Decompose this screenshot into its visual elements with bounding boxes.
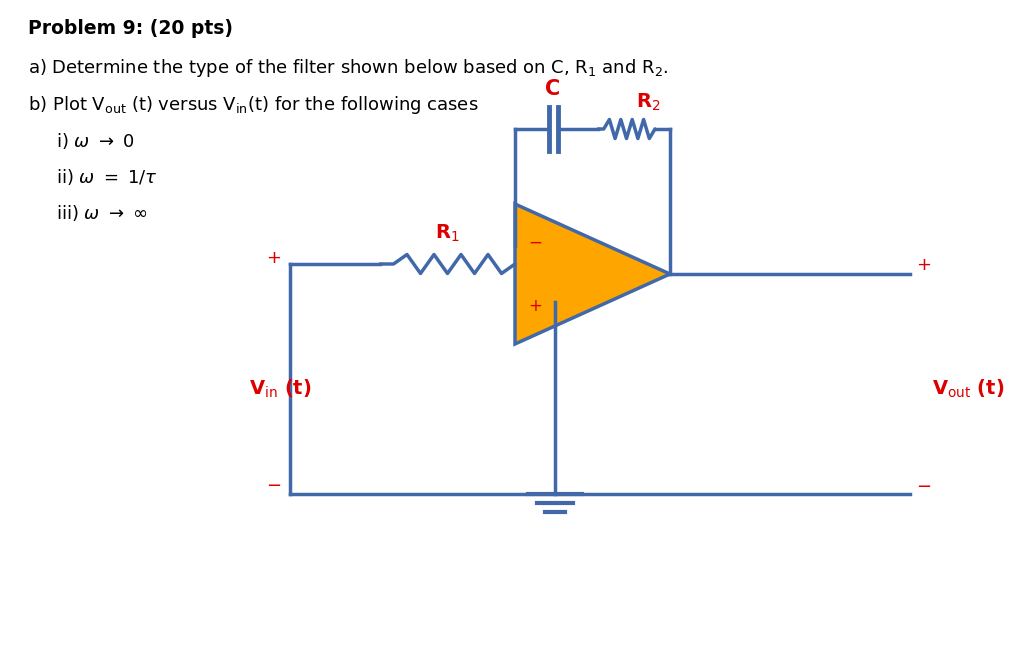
- Text: $+$: $+$: [266, 249, 282, 267]
- Text: R$_2$: R$_2$: [636, 92, 660, 113]
- Text: iii) $\omega$ $\rightarrow$ $\infty$: iii) $\omega$ $\rightarrow$ $\infty$: [56, 203, 147, 223]
- Text: Problem 9: (20 pts): Problem 9: (20 pts): [28, 19, 233, 38]
- Text: $-$: $-$: [528, 233, 542, 251]
- Text: $-$: $-$: [916, 476, 932, 494]
- Text: i) $\omega$ $\rightarrow$ 0: i) $\omega$ $\rightarrow$ 0: [56, 131, 134, 151]
- Text: V$_{\rm in}$ (t): V$_{\rm in}$ (t): [249, 378, 311, 400]
- Text: ii) $\omega$ $=$ 1/$\tau$: ii) $\omega$ $=$ 1/$\tau$: [56, 167, 158, 187]
- Text: C: C: [546, 79, 560, 99]
- Text: $-$: $-$: [266, 475, 282, 493]
- Polygon shape: [515, 204, 670, 344]
- Text: R$_1$: R$_1$: [435, 223, 460, 244]
- Text: V$_{\rm out}$ (t): V$_{\rm out}$ (t): [932, 378, 1005, 400]
- Text: $+$: $+$: [916, 256, 932, 274]
- Text: $+$: $+$: [528, 297, 542, 315]
- Text: a) Determine the type of the filter shown below based on C, R$_1$ and R$_2$.: a) Determine the type of the filter show…: [28, 57, 669, 79]
- Text: b) Plot V$_{\rm out}$ (t) versus V$_{\rm in}$(t) for the following cases: b) Plot V$_{\rm out}$ (t) versus V$_{\rm…: [28, 94, 478, 116]
